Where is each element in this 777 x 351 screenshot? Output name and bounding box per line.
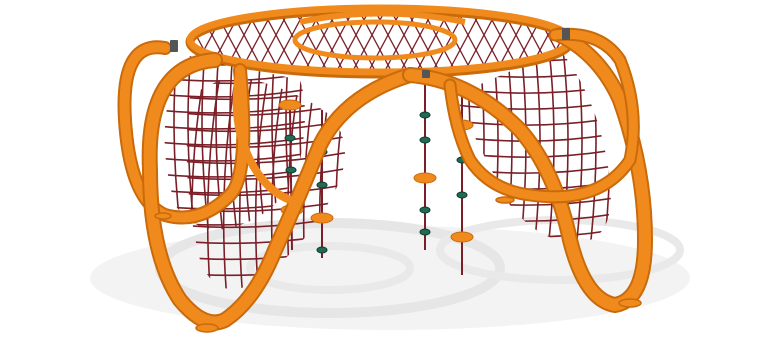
net-rope	[355, 12, 397, 72]
net-rope	[164, 150, 305, 162]
net-rope	[387, 12, 429, 72]
base-feet	[154, 196, 642, 333]
green-step-disc	[316, 246, 328, 254]
green-step-disc	[456, 191, 468, 199]
net-rope	[186, 181, 345, 197]
ground-shadow	[90, 216, 690, 330]
net-rope	[547, 50, 555, 242]
green-step-disc	[419, 136, 431, 144]
net-rope	[186, 149, 345, 165]
green-step-disc	[419, 111, 431, 119]
net-rope	[363, 12, 405, 72]
orange-step-disc	[278, 99, 302, 111]
net-rope	[222, 75, 238, 290]
green-step-disc	[316, 181, 328, 189]
green-step-disc	[419, 228, 431, 236]
orange-step-disc	[310, 212, 334, 224]
net-rope	[164, 86, 305, 98]
green-step-disc	[285, 166, 297, 174]
net-rope	[186, 133, 345, 149]
frame-tubes	[117, 27, 654, 331]
net-rope	[164, 118, 305, 130]
green-step-disc	[284, 134, 296, 142]
net-rope	[164, 134, 305, 146]
green-step-disc	[419, 206, 431, 214]
net-rope	[371, 12, 413, 72]
net-rope	[347, 12, 389, 72]
net-rope	[331, 12, 373, 72]
orange-step-disc	[413, 172, 437, 184]
orange-step-disc	[450, 231, 474, 243]
frame-clamps	[170, 28, 570, 78]
net-rope	[206, 75, 222, 290]
